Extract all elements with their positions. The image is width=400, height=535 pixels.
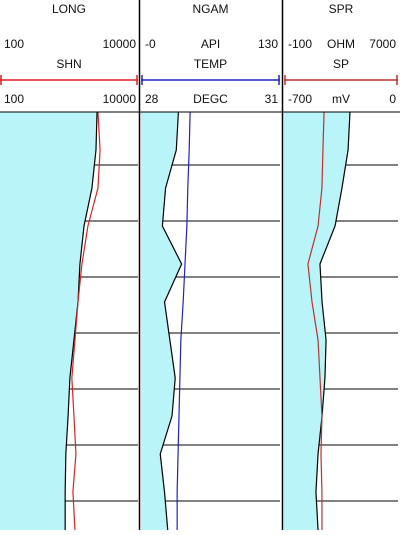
- scale-unit: mV: [332, 92, 350, 106]
- scale-min: 28: [145, 92, 159, 106]
- curve-fill: [141, 112, 182, 530]
- log-curve: [71, 111, 101, 531]
- scale-min: -100: [288, 37, 312, 51]
- curve-name: NGAM: [193, 2, 229, 16]
- log-curve: [315, 111, 351, 531]
- scale-min: -0: [145, 37, 156, 51]
- scale-unit: OHM: [327, 37, 355, 51]
- curve-name: SP: [333, 57, 349, 71]
- scale-min: 100: [4, 92, 24, 106]
- scale-unit: API: [201, 37, 220, 51]
- log-curve: [307, 111, 325, 530]
- curve-fill: [0, 112, 98, 530]
- curve-name: SHN: [56, 57, 81, 71]
- curve-fill: [284, 112, 350, 530]
- log-curve: [159, 111, 183, 531]
- scale-max: 10000: [103, 37, 137, 51]
- scale-max: 0: [389, 92, 396, 106]
- scale-min: 100: [4, 37, 24, 51]
- scale-max: 10000: [103, 92, 137, 106]
- curve-name: SPR: [329, 2, 354, 16]
- curve-name: LONG: [52, 2, 86, 16]
- scale-max: 130: [258, 37, 278, 51]
- log-curve: [176, 111, 191, 530]
- curve-name: TEMP: [194, 57, 227, 71]
- scale-max: 7000: [369, 37, 396, 51]
- scale-max: 31: [265, 92, 279, 106]
- scale-unit: DEGC: [193, 92, 228, 106]
- scale-min: -700: [288, 92, 312, 106]
